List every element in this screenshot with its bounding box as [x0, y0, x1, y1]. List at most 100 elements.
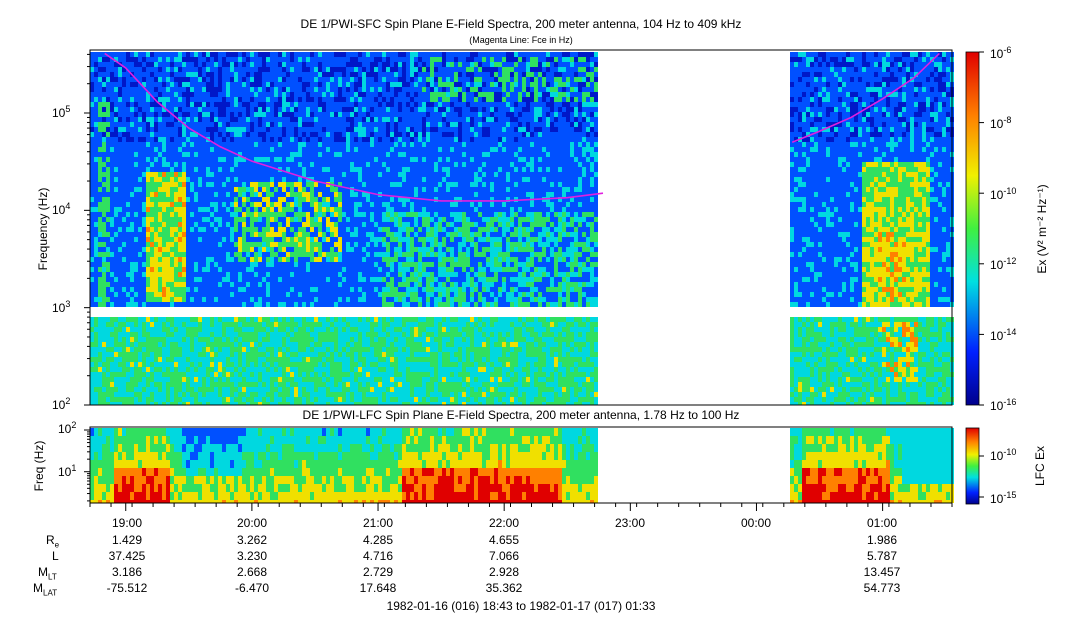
sfc-heat-cell [326, 122, 330, 127]
sfc-heat-cell [346, 272, 350, 277]
sfc-heat-cell [126, 282, 130, 287]
sfc-heat-cell [330, 77, 334, 82]
sfc-heat-cell [322, 272, 326, 277]
sfc-heat-cell [354, 332, 358, 337]
sfc-heat-cell [358, 167, 362, 172]
sfc-heat-cell [174, 87, 178, 92]
sfc-heat-cell [298, 327, 302, 332]
sfc-heat-cell [294, 252, 298, 257]
sfc-heat-cell [330, 177, 334, 182]
sfc-heat-cell [98, 262, 102, 267]
sfc-heat-cell [286, 147, 290, 152]
sfc-heat-cell [314, 232, 318, 237]
sfc-heat-cell [254, 332, 258, 337]
sfc-heat-cell [142, 102, 146, 107]
sfc-heat-cell [294, 272, 298, 277]
sfc-heat-cell [142, 272, 146, 277]
sfc-heat-cell [166, 317, 170, 322]
sfc-heat-cell [114, 277, 118, 282]
sfc-heat-cell [106, 382, 110, 387]
sfc-heat-cell [242, 267, 246, 272]
sfc-heat-cell [234, 367, 238, 372]
sfc-heat-cell [286, 132, 290, 137]
sfc-heat-cell [366, 257, 370, 262]
sfc-heat-cell [294, 302, 298, 307]
sfc-heat-cell [358, 372, 362, 377]
sfc-heat-cell [226, 182, 230, 187]
sfc-heat-cell [362, 187, 366, 192]
sfc-heat-cell [126, 277, 130, 282]
sfc-heat-cell [378, 52, 382, 57]
sfc-heat-cell [246, 297, 250, 302]
sfc-heat-cell [186, 197, 190, 202]
sfc-heat-cell [282, 287, 286, 292]
sfc-heat-cell [254, 117, 258, 122]
sfc-heat-cell [114, 102, 118, 107]
sfc-heat-cell [158, 402, 162, 405]
sfc-heat-cell [234, 142, 238, 147]
sfc-heat-cell [150, 242, 154, 247]
sfc-heat-cell [118, 277, 122, 282]
sfc-heat-cell [194, 137, 198, 142]
sfc-heat-cell [282, 377, 286, 382]
sfc-heat-cell [166, 322, 170, 327]
sfc-heat-cell [278, 357, 282, 362]
sfc-heat-cell [134, 267, 138, 272]
sfc-heat-cell [90, 377, 94, 382]
sfc-heat-cell [162, 182, 166, 187]
sfc-heat-cell [114, 52, 118, 57]
sfc-heat-cell [358, 352, 362, 357]
sfc-heat-cell [246, 107, 250, 112]
sfc-heat-cell [170, 57, 174, 62]
sfc-heat-cell [310, 192, 314, 197]
sfc-heat-cell [218, 197, 222, 202]
sfc-heat-cell [114, 127, 118, 132]
sfc-heat-cell [154, 362, 158, 367]
sfc-heat-cell [346, 197, 350, 202]
sfc-heat-cell [266, 382, 270, 387]
sfc-heat-cell [254, 132, 258, 137]
sfc-heat-cell [170, 87, 174, 92]
sfc-heat-cell [118, 262, 122, 267]
sfc-heat-cell [154, 352, 158, 357]
sfc-heat-cell [190, 157, 194, 162]
sfc-heat-cell [358, 317, 362, 322]
sfc-heat-cell [194, 392, 198, 397]
sfc-heat-cell [238, 332, 242, 337]
sfc-heat-cell [370, 112, 374, 117]
sfc-heat-cell [154, 237, 158, 242]
sfc-heat-cell [98, 167, 102, 172]
sfc-heat-cell [94, 367, 98, 372]
sfc-heat-cell [358, 72, 362, 77]
sfc-heat-cell [102, 52, 106, 57]
sfc-heat-cell [186, 167, 190, 172]
sfc-heat-cell [202, 337, 206, 342]
sfc-heat-cell [146, 242, 150, 247]
sfc-heat-cell [346, 372, 350, 377]
sfc-heat-cell [198, 222, 202, 227]
sfc-heat-cell [90, 302, 94, 307]
sfc-heat-cell [374, 52, 378, 57]
sfc-heat-cell [358, 357, 362, 362]
sfc-heat-cell [286, 387, 290, 392]
sfc-heat-cell [138, 337, 142, 342]
sfc-heat-cell [370, 62, 374, 67]
sfc-heat-cell [310, 272, 314, 277]
sfc-heat-cell [162, 357, 166, 362]
sfc-heat-cell [314, 377, 318, 382]
sfc-heat-cell [234, 252, 238, 257]
sfc-heat-cell [114, 202, 118, 207]
sfc-heat-cell [262, 167, 266, 172]
sfc-heat-cell [270, 117, 274, 122]
sfc-heat-cell [370, 247, 374, 252]
sfc-heat-cell [218, 382, 222, 387]
sfc-heat-cell [202, 362, 206, 367]
sfc-heat-cell [242, 62, 246, 67]
sfc-heat-cell [366, 182, 370, 187]
sfc-heat-cell [326, 132, 330, 137]
sfc-heat-cell [274, 112, 278, 117]
sfc-heat-cell [302, 237, 306, 242]
sfc-heat-cell [314, 347, 318, 352]
sfc-heat-cell [158, 302, 162, 307]
sfc-heat-cell [90, 352, 94, 357]
